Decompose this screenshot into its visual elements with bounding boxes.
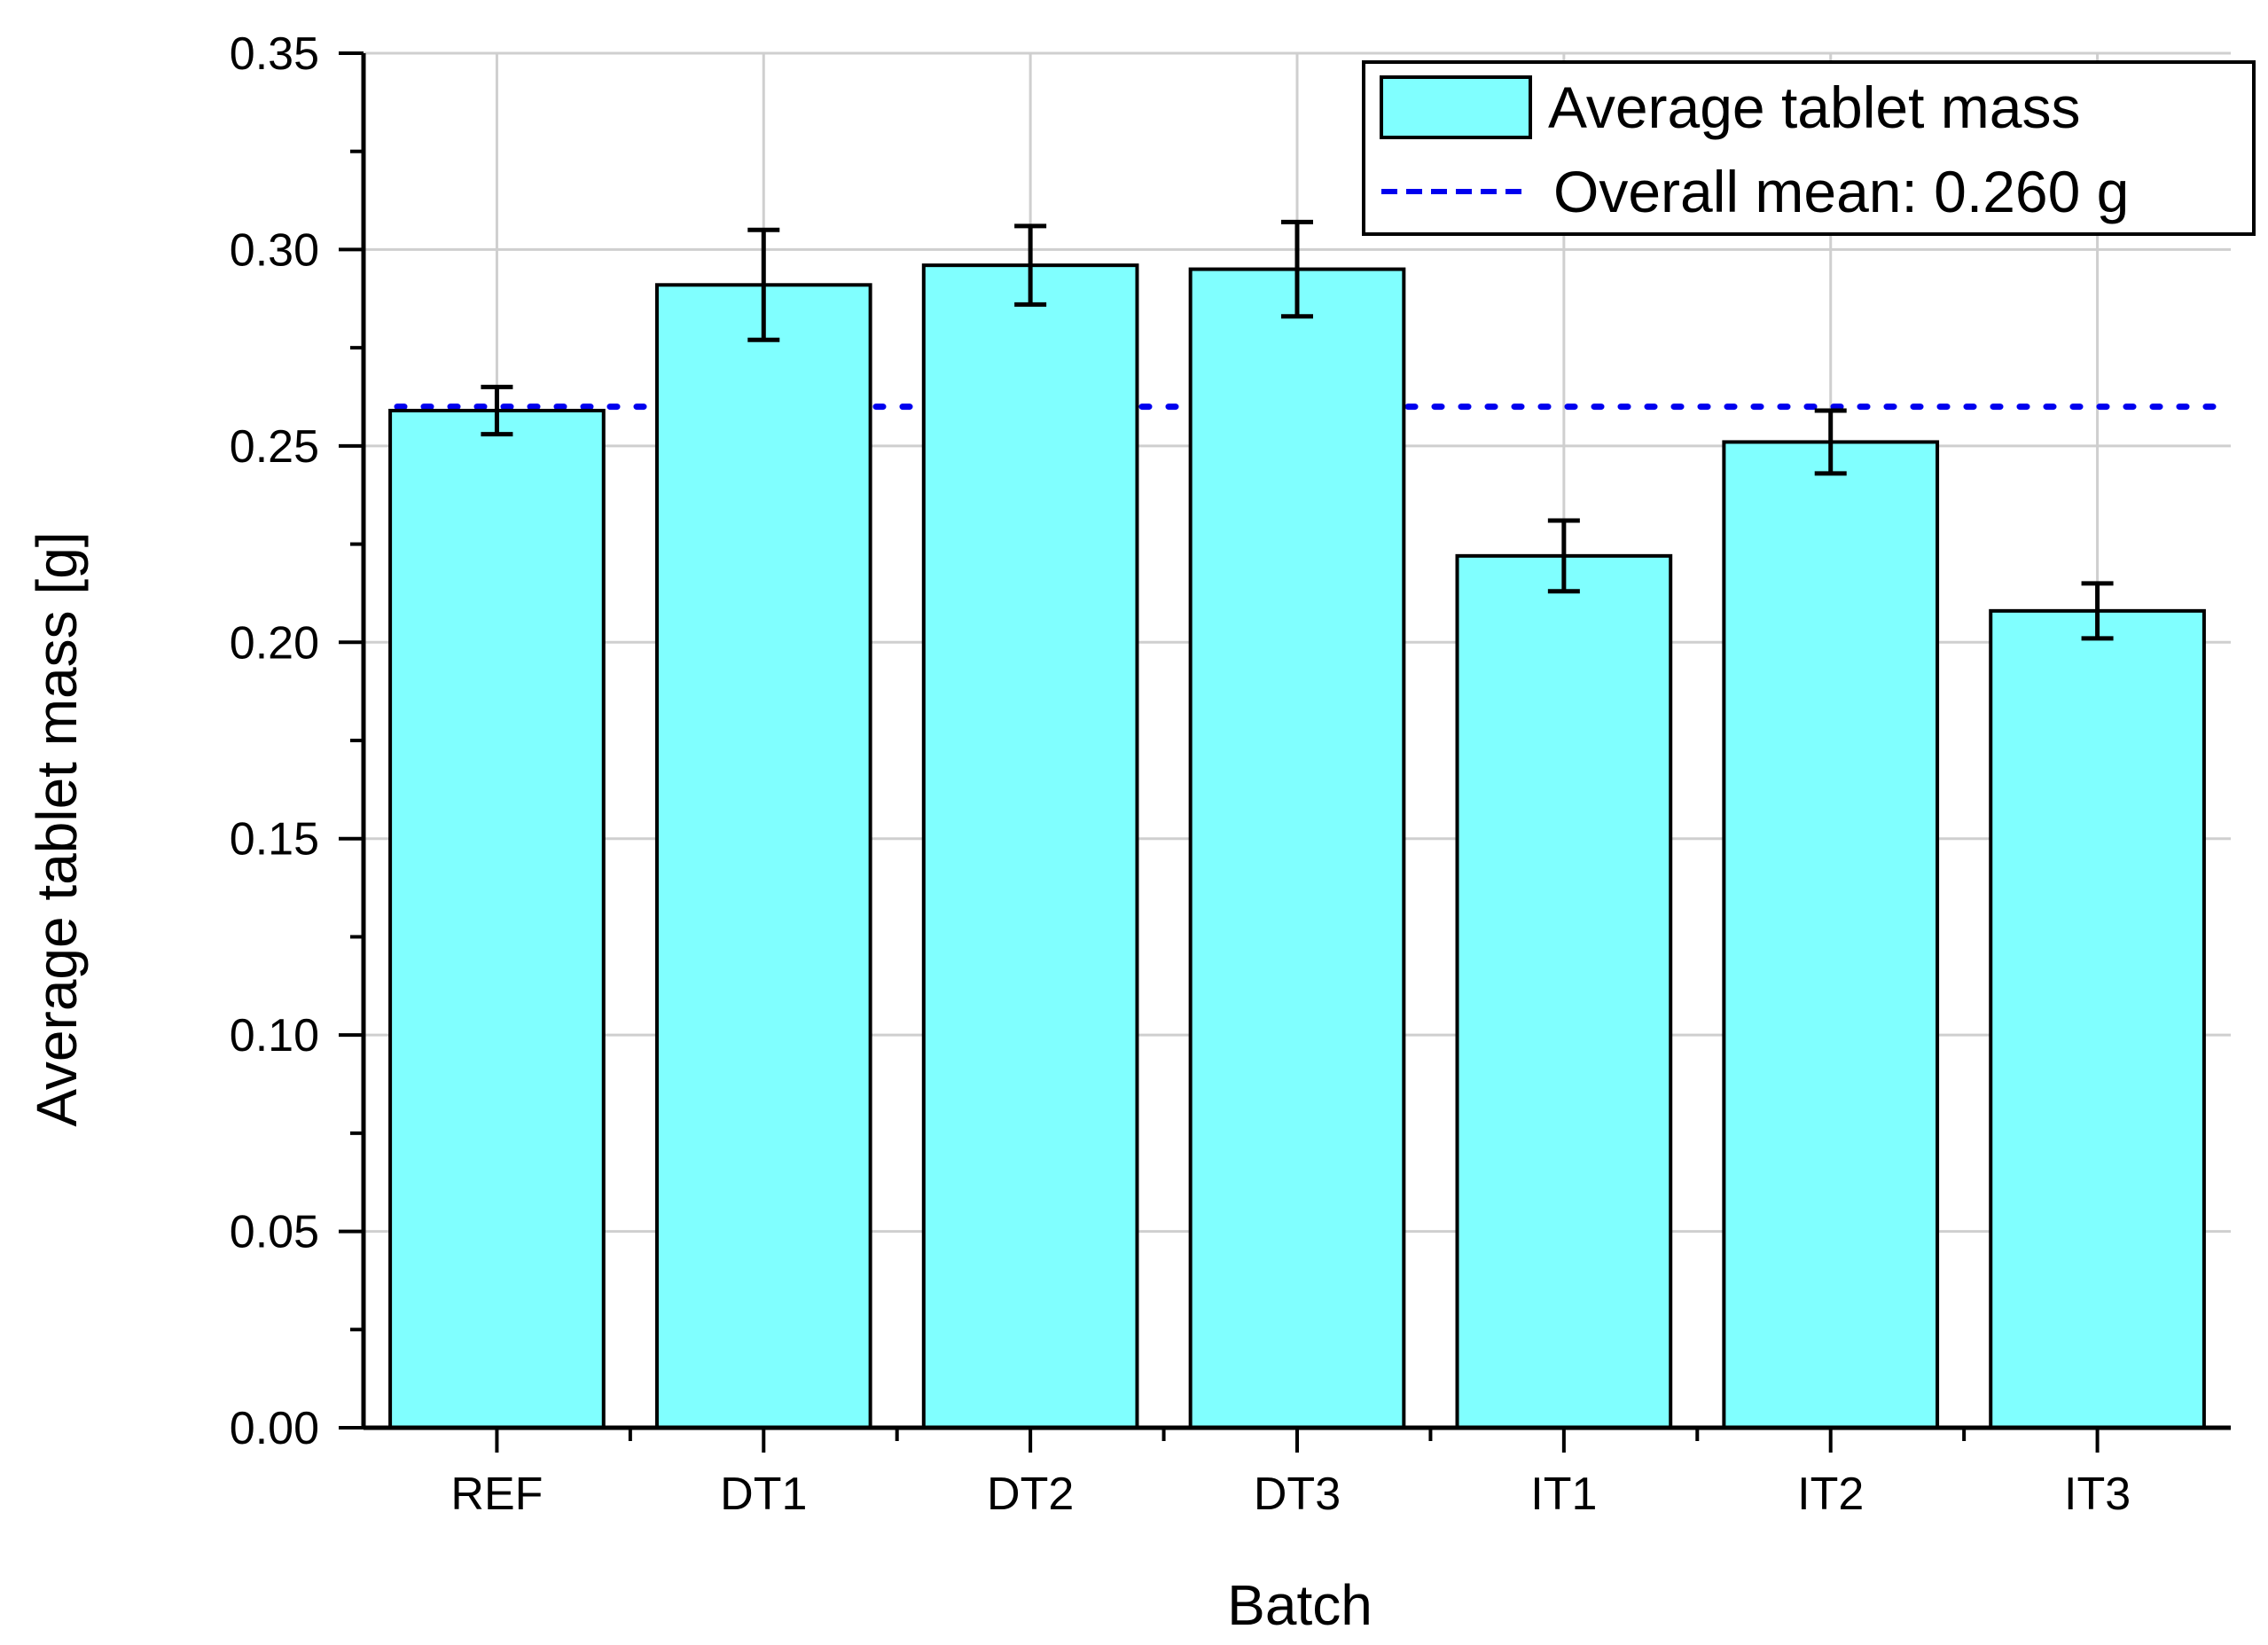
error-bar-layer (481, 219, 2114, 641)
bar-dt1 (654, 283, 872, 1430)
legend-label-bars: Average tablet mass (1548, 74, 2080, 140)
x-tick-label: IT1 (1530, 1469, 1597, 1520)
tick-label-layer: 0.00 0.05 0.10 0.15 0.20 0.25 0.30 0.35 REF DT1 DT… (230, 28, 2131, 1520)
x-tick-label: DT3 (1254, 1469, 1341, 1520)
legend: Average tablet mass Overall mean: 0.260 … (1362, 60, 2256, 236)
y-axis-title: Average tablet mass [g] (25, 531, 89, 1126)
axis-layer (339, 51, 2231, 1453)
legend-label-mean: Overall mean: 0.260 g (1553, 159, 2129, 224)
bar-layer (388, 263, 2206, 1430)
y-tick-label: 0.10 (230, 1010, 319, 1061)
bar-it3 (1989, 608, 2206, 1430)
x-tick-label: IT3 (2064, 1469, 2131, 1520)
x-tick-label: DT2 (987, 1469, 1074, 1520)
y-tick-label: 0.05 (230, 1207, 319, 1258)
y-tick-label: 0.25 (230, 421, 319, 473)
x-tick-label: DT1 (720, 1469, 807, 1520)
bar-dt3 (1188, 267, 1406, 1430)
bar-ref (388, 409, 606, 1430)
y-tick-label: 0.35 (230, 28, 319, 80)
y-tick-label: 0.20 (230, 617, 319, 669)
y-tick-label: 0.30 (230, 224, 319, 276)
x-axis-title: Batch (1227, 1573, 1373, 1637)
y-tick-label: 0.00 (230, 1403, 319, 1454)
legend-swatch-bar (1380, 75, 1532, 139)
x-tick-label: REF (450, 1469, 543, 1520)
x-tick-label: IT2 (1797, 1469, 1864, 1520)
bar-it2 (1722, 440, 1940, 1430)
y-tick-label: 0.15 (230, 814, 319, 866)
bar-dt2 (921, 263, 1139, 1430)
bar-it1 (1455, 553, 1673, 1430)
